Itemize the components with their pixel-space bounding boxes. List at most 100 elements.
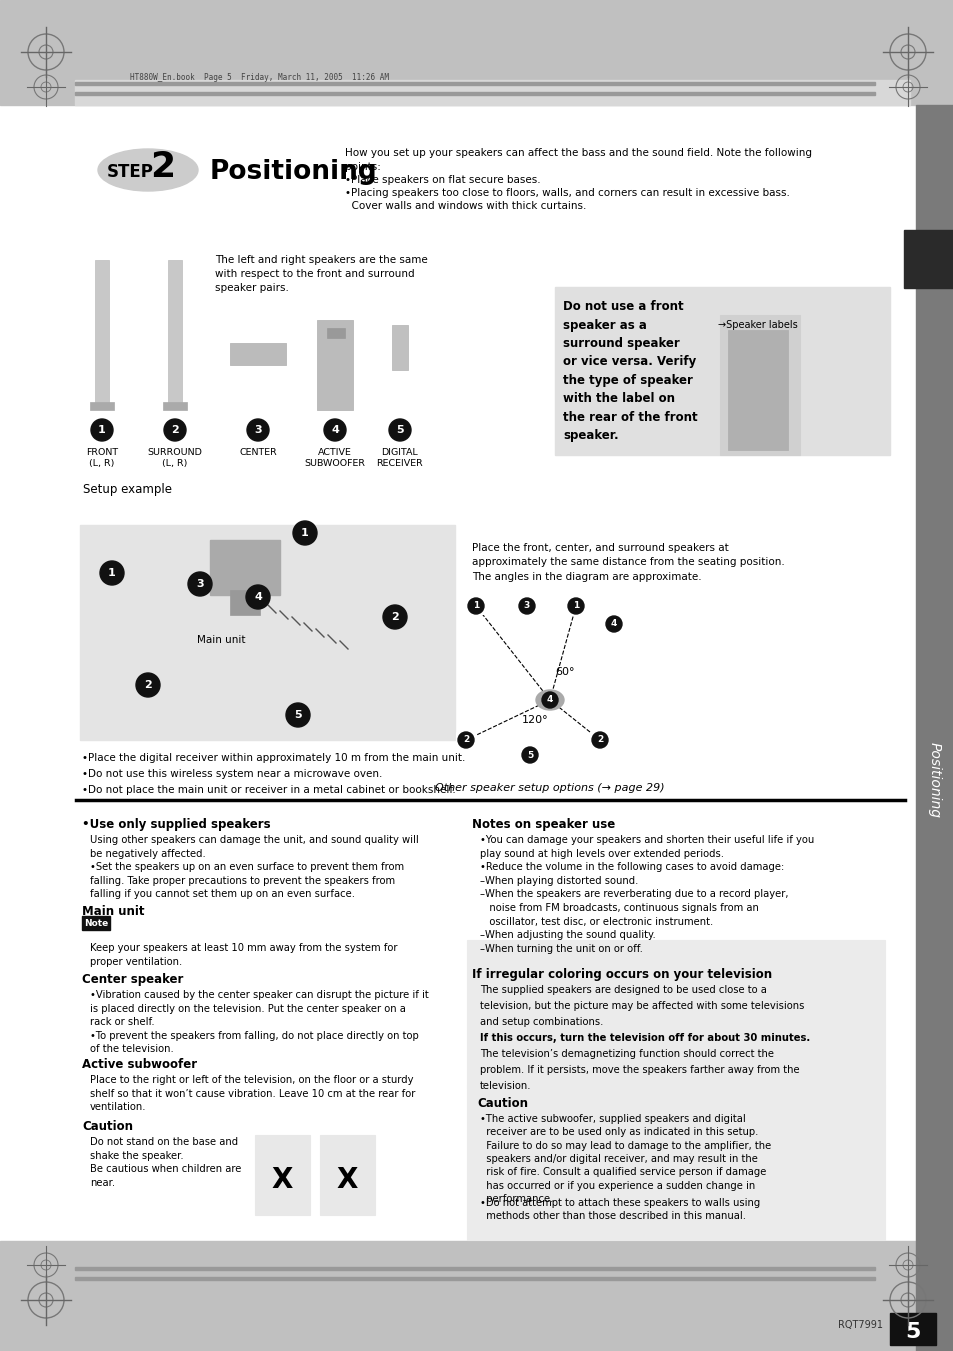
Text: 4: 4 xyxy=(253,592,262,603)
Bar xyxy=(82,916,110,929)
Text: Do not use a front
speaker as a
surround speaker
or vice versa. Verify
the type : Do not use a front speaker as a surround… xyxy=(562,300,697,443)
Bar xyxy=(467,1085,884,1240)
Bar xyxy=(565,598,585,613)
Text: DIGITAL
RECEIVER: DIGITAL RECEIVER xyxy=(376,449,423,467)
Circle shape xyxy=(324,419,346,440)
Text: The supplied speakers are designed to be used close to a: The supplied speakers are designed to be… xyxy=(479,985,766,994)
Circle shape xyxy=(592,732,607,748)
Circle shape xyxy=(100,561,124,585)
Bar xyxy=(517,598,537,613)
Bar xyxy=(589,732,609,748)
Text: ACTIVE
SUBWOOFER: ACTIVE SUBWOOFER xyxy=(304,449,365,467)
Bar xyxy=(163,403,187,409)
Bar xyxy=(903,230,953,288)
Text: Place the front, center, and surround speakers at
approximately the same distanc: Place the front, center, and surround sp… xyxy=(472,543,784,582)
Bar xyxy=(456,732,476,748)
Text: •Vibration caused by the center speaker can disrupt the picture if it
is placed : •Vibration caused by the center speaker … xyxy=(90,990,428,1054)
Text: 1: 1 xyxy=(473,601,478,611)
Bar xyxy=(603,616,623,632)
Bar xyxy=(168,259,182,405)
Circle shape xyxy=(521,747,537,763)
Text: television, but the picture may be affected with some televisions: television, but the picture may be affec… xyxy=(479,1001,803,1011)
Text: 4: 4 xyxy=(331,426,338,435)
Circle shape xyxy=(91,419,112,440)
Text: 3: 3 xyxy=(253,426,261,435)
Bar xyxy=(210,540,280,594)
Text: Caution: Caution xyxy=(476,1097,527,1111)
Circle shape xyxy=(605,616,621,632)
Text: 2: 2 xyxy=(391,612,398,621)
Circle shape xyxy=(246,585,270,609)
Bar xyxy=(95,259,109,405)
Text: •Placing speakers too close to floors, walls, and corners can result in excessiv: •Placing speakers too close to floors, w… xyxy=(345,188,789,199)
Text: →Speaker labels: →Speaker labels xyxy=(718,320,797,330)
Text: Using other speakers can damage the unit, and sound quality will
be negatively a: Using other speakers can damage the unit… xyxy=(90,835,418,900)
Text: Center speaker: Center speaker xyxy=(82,973,183,986)
Text: Cover walls and windows with thick curtains.: Cover walls and windows with thick curta… xyxy=(345,201,586,211)
Text: 5: 5 xyxy=(904,1323,920,1342)
Text: 120°: 120° xyxy=(521,715,548,725)
Circle shape xyxy=(541,692,558,708)
Text: Positioning: Positioning xyxy=(927,742,941,817)
Bar xyxy=(90,403,113,409)
Text: 1: 1 xyxy=(301,528,309,538)
Bar xyxy=(75,1277,874,1279)
Circle shape xyxy=(567,598,583,613)
Text: 4: 4 xyxy=(610,620,617,628)
Bar xyxy=(392,326,408,370)
Bar xyxy=(230,343,286,365)
Bar xyxy=(254,1135,310,1215)
Text: 60°: 60° xyxy=(555,667,574,677)
Text: Setup example: Setup example xyxy=(83,484,172,497)
Text: The left and right speakers are the same
with respect to the front and surround
: The left and right speakers are the same… xyxy=(214,255,427,293)
Text: •Use only supplied speakers: •Use only supplied speakers xyxy=(82,817,271,831)
Text: •The active subwoofer, supplied speakers and digital
  receiver are to be used o: •The active subwoofer, supplied speakers… xyxy=(479,1115,770,1204)
Bar xyxy=(889,1313,935,1346)
Text: 1: 1 xyxy=(572,601,578,611)
Circle shape xyxy=(457,732,474,748)
Text: Do not stand on the base and
shake the speaker.
Be cautious when children are
ne: Do not stand on the base and shake the s… xyxy=(90,1138,241,1188)
Bar xyxy=(327,328,345,338)
Text: If this occurs, turn the television off for about 30 minutes.: If this occurs, turn the television off … xyxy=(479,1034,809,1043)
Text: Keep your speakers at least 10 mm away from the system for
proper ventilation.: Keep your speakers at least 10 mm away f… xyxy=(90,943,397,966)
Ellipse shape xyxy=(536,690,563,711)
Text: FRONT
(L, R): FRONT (L, R) xyxy=(86,449,118,467)
Text: 3: 3 xyxy=(523,601,530,611)
Bar xyxy=(80,526,455,740)
Text: 2: 2 xyxy=(597,735,602,744)
Bar xyxy=(319,1135,375,1215)
Bar xyxy=(75,82,874,85)
Text: television.: television. xyxy=(479,1081,531,1092)
Circle shape xyxy=(468,598,483,613)
Text: •Do not place the main unit or receiver in a metal cabinet or bookshelf.: •Do not place the main unit or receiver … xyxy=(82,785,456,794)
Text: Other speaker setup options (→ page 29): Other speaker setup options (→ page 29) xyxy=(435,784,664,793)
Text: •Place the digital receiver within approximately 10 m from the main unit.: •Place the digital receiver within appro… xyxy=(82,753,465,763)
Circle shape xyxy=(164,419,186,440)
Text: 4: 4 xyxy=(546,696,553,704)
Text: The television’s demagnetizing function should correct the: The television’s demagnetizing function … xyxy=(479,1048,773,1059)
Bar xyxy=(80,478,198,500)
Text: Main unit: Main unit xyxy=(82,905,144,917)
Bar xyxy=(915,105,953,1351)
Text: Main unit: Main unit xyxy=(196,635,245,644)
Text: Active subwoofer: Active subwoofer xyxy=(82,1058,197,1071)
Bar xyxy=(465,598,485,613)
Circle shape xyxy=(382,605,407,630)
Text: 5: 5 xyxy=(294,711,301,720)
Bar xyxy=(0,1242,953,1351)
Text: Caution: Caution xyxy=(82,1120,132,1133)
Bar xyxy=(75,92,874,95)
Circle shape xyxy=(188,571,212,596)
Text: HT880W_En.book  Page 5  Friday, March 11, 2005  11:26 AM: HT880W_En.book Page 5 Friday, March 11, … xyxy=(130,73,389,82)
Bar xyxy=(230,590,260,615)
Text: 1: 1 xyxy=(108,567,115,578)
Circle shape xyxy=(286,703,310,727)
Circle shape xyxy=(136,673,160,697)
Bar xyxy=(555,286,889,455)
Bar xyxy=(720,315,800,455)
Text: 5: 5 xyxy=(395,426,403,435)
Text: Place to the right or left of the television, on the floor or a sturdy
shelf so : Place to the right or left of the televi… xyxy=(90,1075,415,1112)
Text: STEP: STEP xyxy=(107,163,153,181)
Text: CENTER: CENTER xyxy=(239,449,276,457)
Text: SURROUND
(L, R): SURROUND (L, R) xyxy=(148,449,202,467)
